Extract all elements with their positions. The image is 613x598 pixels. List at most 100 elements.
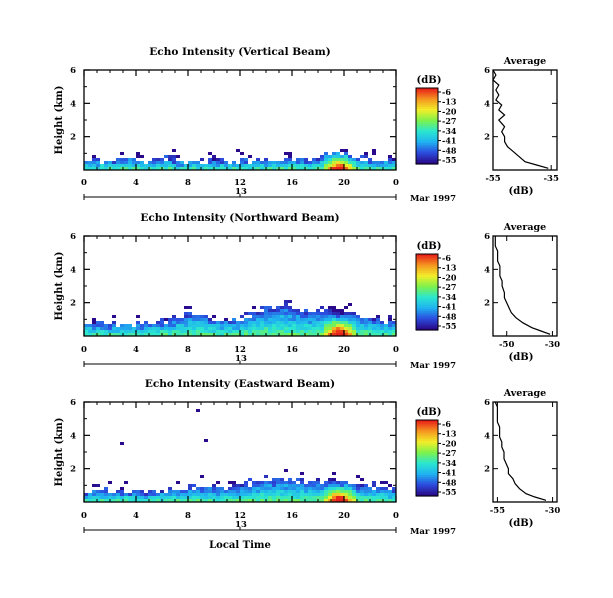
heatmap-cell [256, 496, 260, 499]
colorbar-tick-label: -34 [442, 126, 457, 136]
heatmap-cell [296, 493, 300, 496]
heatmap-cell [208, 152, 212, 155]
average-profile: Average 2 4 6 -50 -30 (dB) [484, 222, 560, 363]
heatmap-cell [260, 321, 264, 324]
colorbar-step [416, 271, 438, 274]
heatmap-cell [176, 155, 180, 158]
heatmap-cell [296, 315, 300, 318]
heatmap-cell [268, 333, 272, 336]
heatmap-cell [296, 312, 300, 315]
heatmap-cell [252, 333, 256, 336]
heatmap-cell [132, 490, 136, 493]
heatmap-cell [124, 481, 128, 484]
heatmap-cell [92, 499, 96, 502]
heatmap-cell [392, 321, 396, 324]
heatmap-cell [232, 490, 236, 493]
colorbar-tick-label: -55 [442, 487, 456, 497]
heatmap-cell [204, 496, 208, 499]
colorbar-step [416, 278, 438, 282]
heatmap-cell [212, 324, 216, 327]
heatmap-cell [256, 490, 260, 493]
heatmap-cell [284, 490, 288, 493]
heatmap-cell [332, 318, 336, 321]
heatmap-cell [316, 318, 320, 321]
heatmap-cell [380, 490, 384, 493]
heatmap-cell [380, 164, 384, 167]
heatmap-cell [168, 496, 172, 499]
heatmap-cell [208, 324, 212, 327]
heatmap-cell [300, 164, 304, 167]
heatmap-cell [324, 312, 328, 315]
heatmap-cell [168, 158, 172, 161]
heatmap-cell [360, 164, 364, 167]
heatmap-cell [340, 321, 344, 324]
heatmap-cell [256, 481, 260, 484]
heatmap-cell [300, 330, 304, 333]
heatmap-cell [244, 499, 248, 502]
heatmap-cell [340, 161, 344, 164]
x-tick-label: 0 [81, 511, 87, 521]
heatmap-cell [308, 161, 312, 164]
heatmap-cell [312, 333, 316, 336]
colorbar-tick-label: -55 [442, 321, 456, 331]
heatmap-cell [248, 324, 252, 327]
heatmap-cell [320, 155, 324, 158]
heatmap-cell [252, 496, 256, 499]
heatmap-cell [120, 327, 124, 330]
heatmap-cell [392, 333, 396, 336]
heatmap-cell [280, 315, 284, 318]
heatmap-cell [116, 333, 120, 336]
heatmap-cell [392, 490, 396, 493]
heatmap-cell [332, 484, 336, 487]
heatmap-cell [208, 167, 212, 170]
heatmap-cell [372, 499, 376, 502]
heatmap-cell [232, 481, 236, 484]
heatmap-cell [356, 475, 360, 478]
heatmap-cell [320, 327, 324, 330]
colorbar-step [416, 99, 438, 102]
heatmap-cell [348, 499, 352, 502]
panel-title: Echo Intensity (Vertical Beam) [149, 46, 330, 58]
heatmap-cell [244, 324, 248, 327]
heatmap-cell [312, 330, 316, 333]
heatmap-cell [256, 327, 260, 330]
heatmap-cell [220, 321, 224, 324]
heatmap-cell [140, 155, 144, 158]
heatmap-cell [280, 484, 284, 487]
heatmap-cell [232, 496, 236, 499]
heatmap-cell [104, 161, 108, 164]
heatmap-cell [116, 327, 120, 330]
heatmap-cell [308, 164, 312, 167]
colorbar-step [416, 480, 438, 484]
colorbar-step [416, 88, 438, 91]
heatmap-cell [148, 327, 152, 330]
heatmap-cell [236, 490, 240, 493]
colorbar-step [416, 454, 438, 457]
heatmap-cell [264, 493, 268, 496]
heatmap-cell [384, 496, 388, 499]
colorbar-step [416, 97, 438, 100]
heatmap-cell [296, 327, 300, 330]
heatmap-cell [332, 152, 336, 155]
heatmap-cell [388, 324, 392, 327]
colorbar-tick-label: -13 [442, 97, 457, 107]
heatmap-cell [188, 306, 192, 309]
colorbar-step [416, 116, 438, 119]
heatmap-cell [328, 318, 332, 321]
heatmap-cell [244, 158, 248, 161]
heatmap-cell [324, 496, 328, 499]
heatmap-cell [304, 309, 308, 312]
colorbar-step [416, 295, 438, 299]
heatmap-cell [284, 499, 288, 502]
heatmap-cell [308, 315, 312, 318]
heatmap-cell [92, 318, 96, 321]
heatmap-cell [288, 158, 292, 161]
heatmap-cell [188, 161, 192, 164]
heatmap-cell [160, 496, 164, 499]
heatmap-cell [232, 327, 236, 330]
heatmap-cell [176, 493, 180, 496]
heatmap-cell [332, 333, 336, 336]
heatmap-cell [352, 321, 356, 324]
average-x-tick-label: -35 [544, 174, 559, 184]
colorbar: (dB)-6-13-20-27-34-41-48-55 [415, 75, 457, 165]
